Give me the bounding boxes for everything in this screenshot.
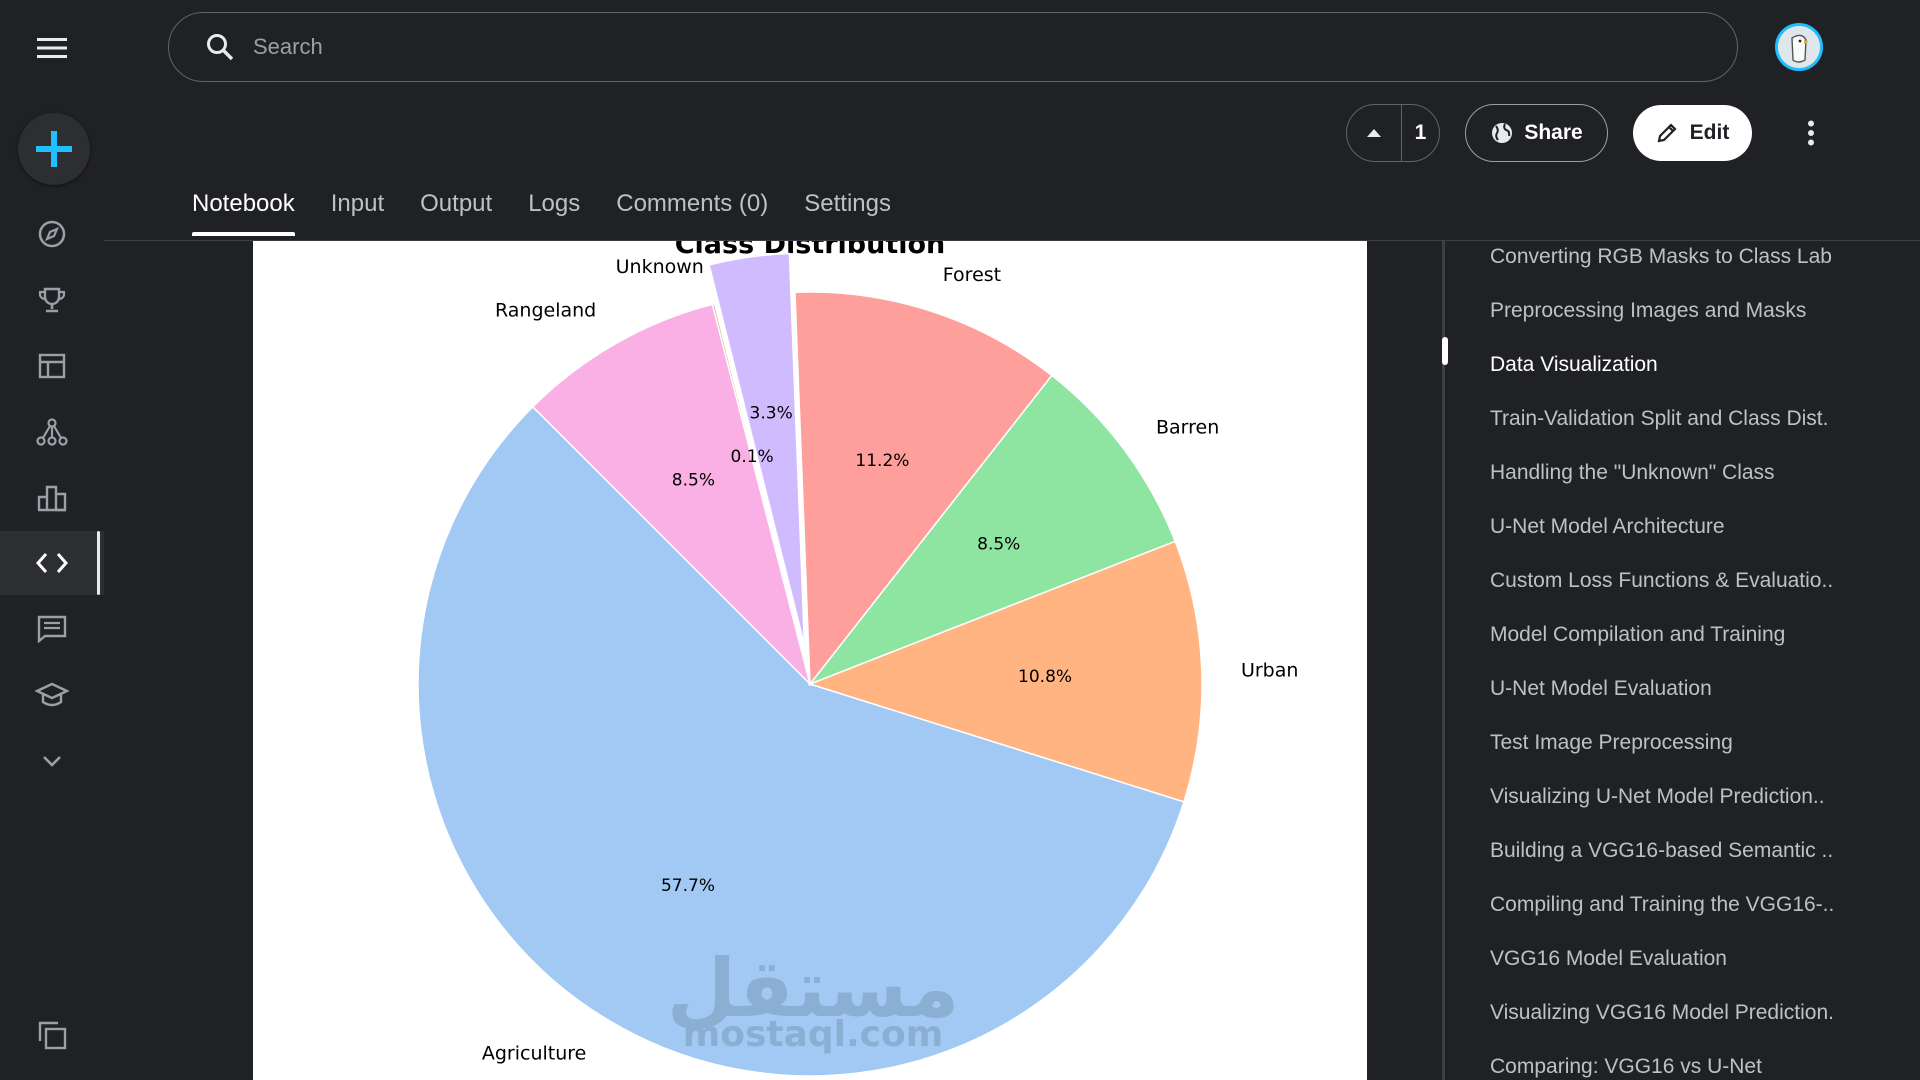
toc-item[interactable]: Visualizing VGG16 Model Prediction. <box>1490 1001 1834 1024</box>
share-label: Share <box>1524 121 1583 144</box>
edit-button[interactable]: Edit <box>1633 105 1752 161</box>
pie-category-label: Agriculture <box>482 1043 587 1065</box>
more-options-button[interactable] <box>1796 112 1826 154</box>
pie-slice-barren <box>807 374 1177 686</box>
table-icon <box>38 353 66 379</box>
nav-explore[interactable] <box>0 202 104 266</box>
vote-count: 1 <box>1414 121 1427 144</box>
pie-percent-label: 0.1% <box>731 447 774 467</box>
left-nav <box>0 0 104 1080</box>
share-button[interactable]: Share <box>1465 104 1608 162</box>
nav-learn[interactable] <box>0 663 104 727</box>
toc-rail <box>1442 241 1445 1080</box>
plus-icon <box>36 131 72 167</box>
leaderboard-icon <box>37 485 67 512</box>
menu-icon[interactable] <box>30 30 74 66</box>
trophy-icon <box>38 287 66 313</box>
tab-output[interactable]: Output <box>420 190 493 217</box>
toc-item[interactable]: Handling the "Unknown" Class <box>1490 461 1775 484</box>
search-icon <box>207 34 234 61</box>
pie-category-label: Forest <box>943 264 1001 286</box>
pie-percent-label: 3.3% <box>750 403 793 423</box>
tabs-divider <box>104 240 1920 241</box>
tab-logs[interactable]: Logs <box>528 190 581 217</box>
toc-active-indicator <box>1442 337 1448 365</box>
tab-bar: Notebook Input Output Logs Comments (0) … <box>192 184 927 242</box>
watermark-arabic: مستقل <box>667 942 960 1035</box>
toc-item[interactable]: Data Visualization <box>1490 353 1658 376</box>
toc-item[interactable]: Converting RGB Masks to Class Lab <box>1490 245 1832 268</box>
pie-slice-agriculture <box>417 405 1185 1077</box>
watermark-latin: mostaql.com <box>683 1014 944 1055</box>
search-input[interactable] <box>251 33 1655 61</box>
cell-output: Class Distribution 57.7% Agriculture 10.8%… <box>253 241 1367 1080</box>
table-of-contents: Converting RGB Masks to Class Lab Preproc… <box>1490 230 1920 1080</box>
edit-label: Edit <box>1689 121 1730 144</box>
watermark: مستقل mostaql.com <box>667 942 960 1055</box>
toc-item[interactable]: Compiling and Training the VGG16-.. <box>1490 893 1835 916</box>
pie-slice-rangeland <box>531 303 812 687</box>
pie-category-label: Rangeland <box>495 300 596 322</box>
nav-datasets[interactable] <box>0 334 104 398</box>
caret-up-icon <box>1367 129 1381 137</box>
learn-icon <box>35 682 69 707</box>
toc-item[interactable]: Custom Loss Functions & Evaluatio.. <box>1490 569 1834 592</box>
nav-code[interactable] <box>0 531 104 595</box>
pie-percent-label: 11.2% <box>855 451 909 471</box>
nav-more[interactable] <box>0 729 104 793</box>
tab-input[interactable]: Input <box>330 190 385 217</box>
pie-slice-forest <box>794 291 1053 687</box>
globe-icon <box>1492 123 1513 143</box>
pie-percent-label: 10.8% <box>1018 667 1072 687</box>
toc-item[interactable]: Train-Validation Split and Class Dist. <box>1490 407 1829 430</box>
expand-icon <box>43 756 61 767</box>
models-icon <box>36 418 68 446</box>
search-bar[interactable] <box>168 12 1738 82</box>
code-icon <box>36 553 68 573</box>
toc-item[interactable]: Test Image Preprocessing <box>1490 731 1733 754</box>
toc-item[interactable]: Visualizing U-Net Model Prediction.. <box>1490 785 1825 808</box>
pie-slice-urban <box>807 540 1203 803</box>
pie-percent-label: 8.5% <box>672 471 715 491</box>
pie-percent-label: 8.5% <box>977 535 1020 555</box>
toc-item[interactable]: Preprocessing Images and Masks <box>1490 299 1807 322</box>
upvote-control: 1 <box>1346 104 1440 162</box>
nav-copy[interactable] <box>0 1003 104 1067</box>
tab-settings[interactable]: Settings <box>804 190 891 217</box>
pie-chart: Class Distribution 57.7% Agriculture 10.8%… <box>417 241 1298 1077</box>
nav-leaderboard[interactable] <box>0 466 104 530</box>
discussion-icon <box>37 615 67 644</box>
pie-category-label: Unknown <box>616 256 704 278</box>
create-button[interactable] <box>18 113 90 185</box>
pie-slice-water <box>708 252 806 646</box>
explore-icon <box>38 220 66 248</box>
toc-item[interactable]: Building a VGG16-based Semantic .. <box>1490 839 1834 862</box>
nav-models[interactable] <box>0 400 104 464</box>
more-vert-icon <box>1808 120 1814 146</box>
toc-item[interactable]: U-Net Model Evaluation <box>1490 677 1712 700</box>
upvote-button[interactable] <box>1347 105 1402 161</box>
toc-item[interactable]: U-Net Model Architecture <box>1490 515 1725 538</box>
pie-category-label: Barren <box>1156 417 1219 439</box>
toc-item[interactable]: VGG16 Model Evaluation <box>1490 947 1727 970</box>
tab-notebook[interactable]: Notebook <box>192 184 295 242</box>
pie-category-label: Urban <box>1241 659 1298 681</box>
nav-competitions[interactable] <box>0 268 104 332</box>
toc-item[interactable]: Model Compilation and Training <box>1490 623 1786 646</box>
copy-icon <box>38 1021 67 1050</box>
chart-title: Class Distribution <box>675 241 946 260</box>
toc-item[interactable]: Comparing: VGG16 vs U-Net <box>1490 1055 1762 1078</box>
pie-percent-label: 57.7% <box>661 876 715 896</box>
nav-discussions[interactable] <box>0 597 104 661</box>
pencil-icon <box>1657 123 1677 143</box>
avatar[interactable] <box>1775 23 1823 71</box>
tab-comments[interactable]: Comments (0) <box>616 190 769 217</box>
